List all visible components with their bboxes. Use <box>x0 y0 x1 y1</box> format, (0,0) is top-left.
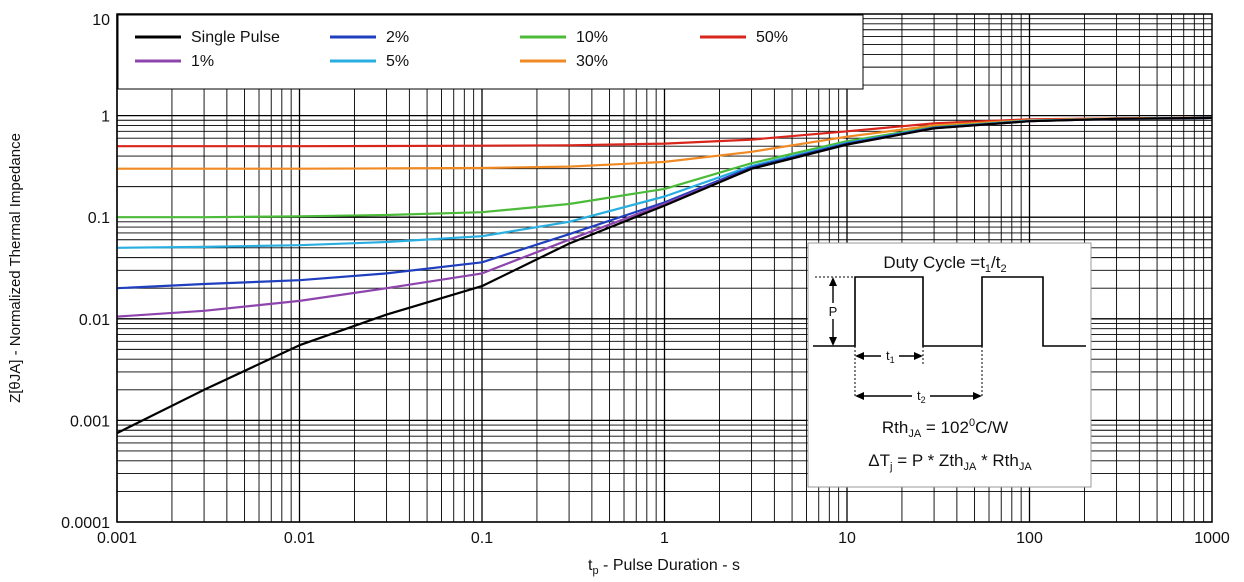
t1-label-bg <box>881 346 899 364</box>
legend-label-10pct: 10% <box>576 29 608 46</box>
x-tick-label: 0.01 <box>284 530 315 547</box>
formula-delta: ΔT <box>868 451 890 470</box>
legend-label-5pct: 5% <box>386 53 409 70</box>
rth-sup: 0 <box>969 417 975 429</box>
legend-label-50pct: 50% <box>756 29 788 46</box>
duty-cycle-sub1: 1 <box>985 263 991 275</box>
t2-arrow-head-right <box>973 392 982 400</box>
legend: Single Pulse 1% 2% 5% 10% 30% 50% <box>117 14 864 90</box>
rth-middle: = 102 <box>921 418 969 437</box>
formula-delta-sub: j <box>889 461 892 473</box>
series-lines <box>116 116 1213 435</box>
formula-label: ΔTj = P * ZthJA * RthJA <box>868 451 1032 473</box>
formula-part2-sub: JA <box>1019 461 1033 473</box>
t2-label-bg <box>912 386 930 404</box>
duty-cycle-annotation: Duty Cycle =t1/t2 P t1 t2 <box>807 242 1092 488</box>
legend-label-30pct: 30% <box>576 53 608 70</box>
duty-cycle-label: Duty Cycle =t1/t2 <box>883 253 1006 275</box>
x-tick-label: 10 <box>838 530 856 547</box>
y-tick-label: 1 <box>101 109 110 126</box>
duty-cycle-sub2: 2 <box>1001 263 1007 275</box>
formula-part2: * Rth <box>976 451 1019 470</box>
legend-label-2pct: 2% <box>386 29 409 46</box>
formula-part1-sub: JA <box>964 461 978 473</box>
formula-part1: = P * Zth <box>892 451 963 470</box>
t1-label-base: t <box>886 348 890 363</box>
rth-label: RthJA = 1020C/W <box>882 417 1008 440</box>
t2-label: t2 <box>917 388 926 405</box>
legend-box <box>117 14 864 90</box>
legend-items: Single Pulse 1% 2% 5% 10% 30% 50% <box>135 29 788 70</box>
y-tick-label: 0.001 <box>70 413 110 430</box>
tick-labels: 0.001 0.01 0.1 1 10 100 10000.00010.0010.010.1… <box>61 12 1230 547</box>
plot-frame <box>116 13 1213 523</box>
t2-label-sub: 2 <box>921 395 926 405</box>
x-tick-label: 0.1 <box>471 530 493 547</box>
rth-unit: C/W <box>975 418 1008 437</box>
p-label: P <box>829 304 838 319</box>
x-axis-title-sub-p: p <box>592 565 598 577</box>
t2-label-base: t <box>917 388 921 403</box>
x-tick-label: 1 <box>660 530 669 547</box>
y-tick-label: 0.0001 <box>61 515 110 532</box>
x-tick-label: 1000 <box>1194 530 1230 547</box>
y-tick-label: 0.1 <box>88 210 110 227</box>
t1-label-sub: 1 <box>890 355 895 365</box>
legend-label-1pct: 1% <box>191 53 214 70</box>
y-tick-label: 10 <box>92 12 110 29</box>
x-tick-label: 100 <box>1016 530 1043 547</box>
legend-label-single-pulse: Single Pulse <box>191 29 280 46</box>
y-tick-label: 0.01 <box>79 312 110 329</box>
t1-arrow-head-right <box>914 352 923 360</box>
t1-arrow-head-left <box>855 352 864 360</box>
p-arrow-head-down <box>829 337 837 346</box>
p-label-bg <box>826 303 840 319</box>
x-axis-title-t: t <box>588 557 593 574</box>
t2-arrow-head-left <box>855 392 864 400</box>
x-tick-label: 0.001 <box>97 530 137 547</box>
rth-base: Rth <box>882 418 908 437</box>
rth-sub: JA <box>908 428 922 440</box>
p-arrow-head-up <box>829 277 837 286</box>
x-axis-title-rest: - Pulse Duration - s <box>599 557 740 574</box>
y-axis-title: Z[θJA] - Normalized Thermal Impedance <box>7 133 24 403</box>
pulse-waveform <box>813 276 1086 347</box>
t1-label: t1 <box>886 348 895 365</box>
duty-cycle-slash: /t <box>991 253 1001 272</box>
duty-cycle-prefix: Duty Cycle =t <box>883 253 985 272</box>
series-line-single-pulse <box>116 116 1213 435</box>
x-axis-title: tp - Pulse Duration - s <box>588 557 740 577</box>
